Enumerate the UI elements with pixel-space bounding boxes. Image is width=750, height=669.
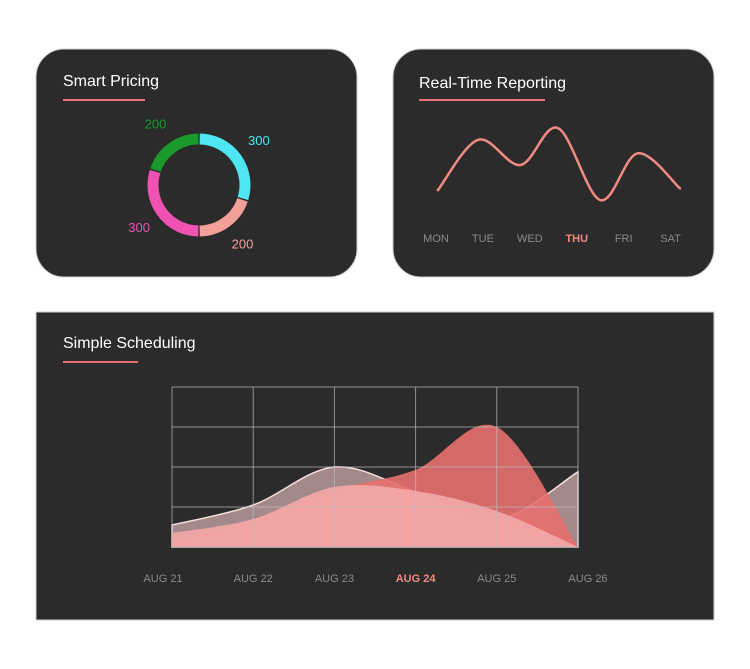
x-tick-label: MON [423,233,449,245]
data-label: 300 [248,133,270,148]
card-title: Real-Time Reporting [419,75,566,92]
card [392,48,715,278]
card-title: Smart Pricing [63,73,159,90]
data-label: 200 [232,236,254,251]
card [35,311,715,621]
x-tick-label: AUG 23 [315,573,354,585]
card-title: Simple Scheduling [63,335,196,352]
donut-segment [199,133,251,201]
data-label: 300 [128,220,150,235]
x-tick-label: AUG 24 [396,573,437,585]
x-tick-label: TUE [472,233,494,245]
card [35,48,358,278]
x-tick-label: AUG 22 [234,573,273,585]
donut-segment [199,197,248,237]
donut-segment [147,169,199,237]
x-tick-label: FRI [615,233,633,245]
data-label: 200 [145,117,167,132]
x-tick-label: AUG 26 [568,573,607,585]
x-tick-label: AUG 21 [143,573,182,585]
x-tick-label: WED [517,233,543,245]
donut-segment [150,133,199,173]
line [436,126,682,202]
x-tick-label: SAT [660,233,681,245]
x-tick-label: AUG 25 [477,573,516,585]
x-tick-label: THU [565,233,588,245]
area [172,485,578,547]
